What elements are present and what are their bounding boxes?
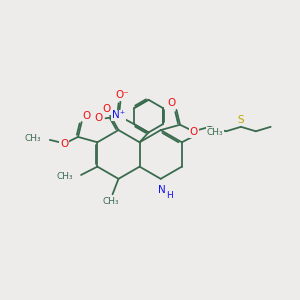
Text: O: O [103, 104, 111, 114]
Text: H: H [166, 191, 173, 200]
Text: N: N [158, 185, 166, 195]
Text: CH₃: CH₃ [103, 197, 119, 206]
Text: O: O [168, 98, 176, 108]
Text: CH₃: CH₃ [25, 134, 41, 143]
Text: CH₃: CH₃ [56, 172, 73, 181]
Text: O: O [95, 113, 103, 123]
Text: O: O [82, 110, 90, 121]
Text: N⁺: N⁺ [112, 110, 125, 120]
Text: O: O [60, 139, 68, 149]
Text: O⁻: O⁻ [115, 90, 129, 100]
Text: CH₃: CH₃ [206, 128, 223, 137]
Text: O: O [190, 127, 198, 137]
Text: S: S [238, 115, 244, 125]
